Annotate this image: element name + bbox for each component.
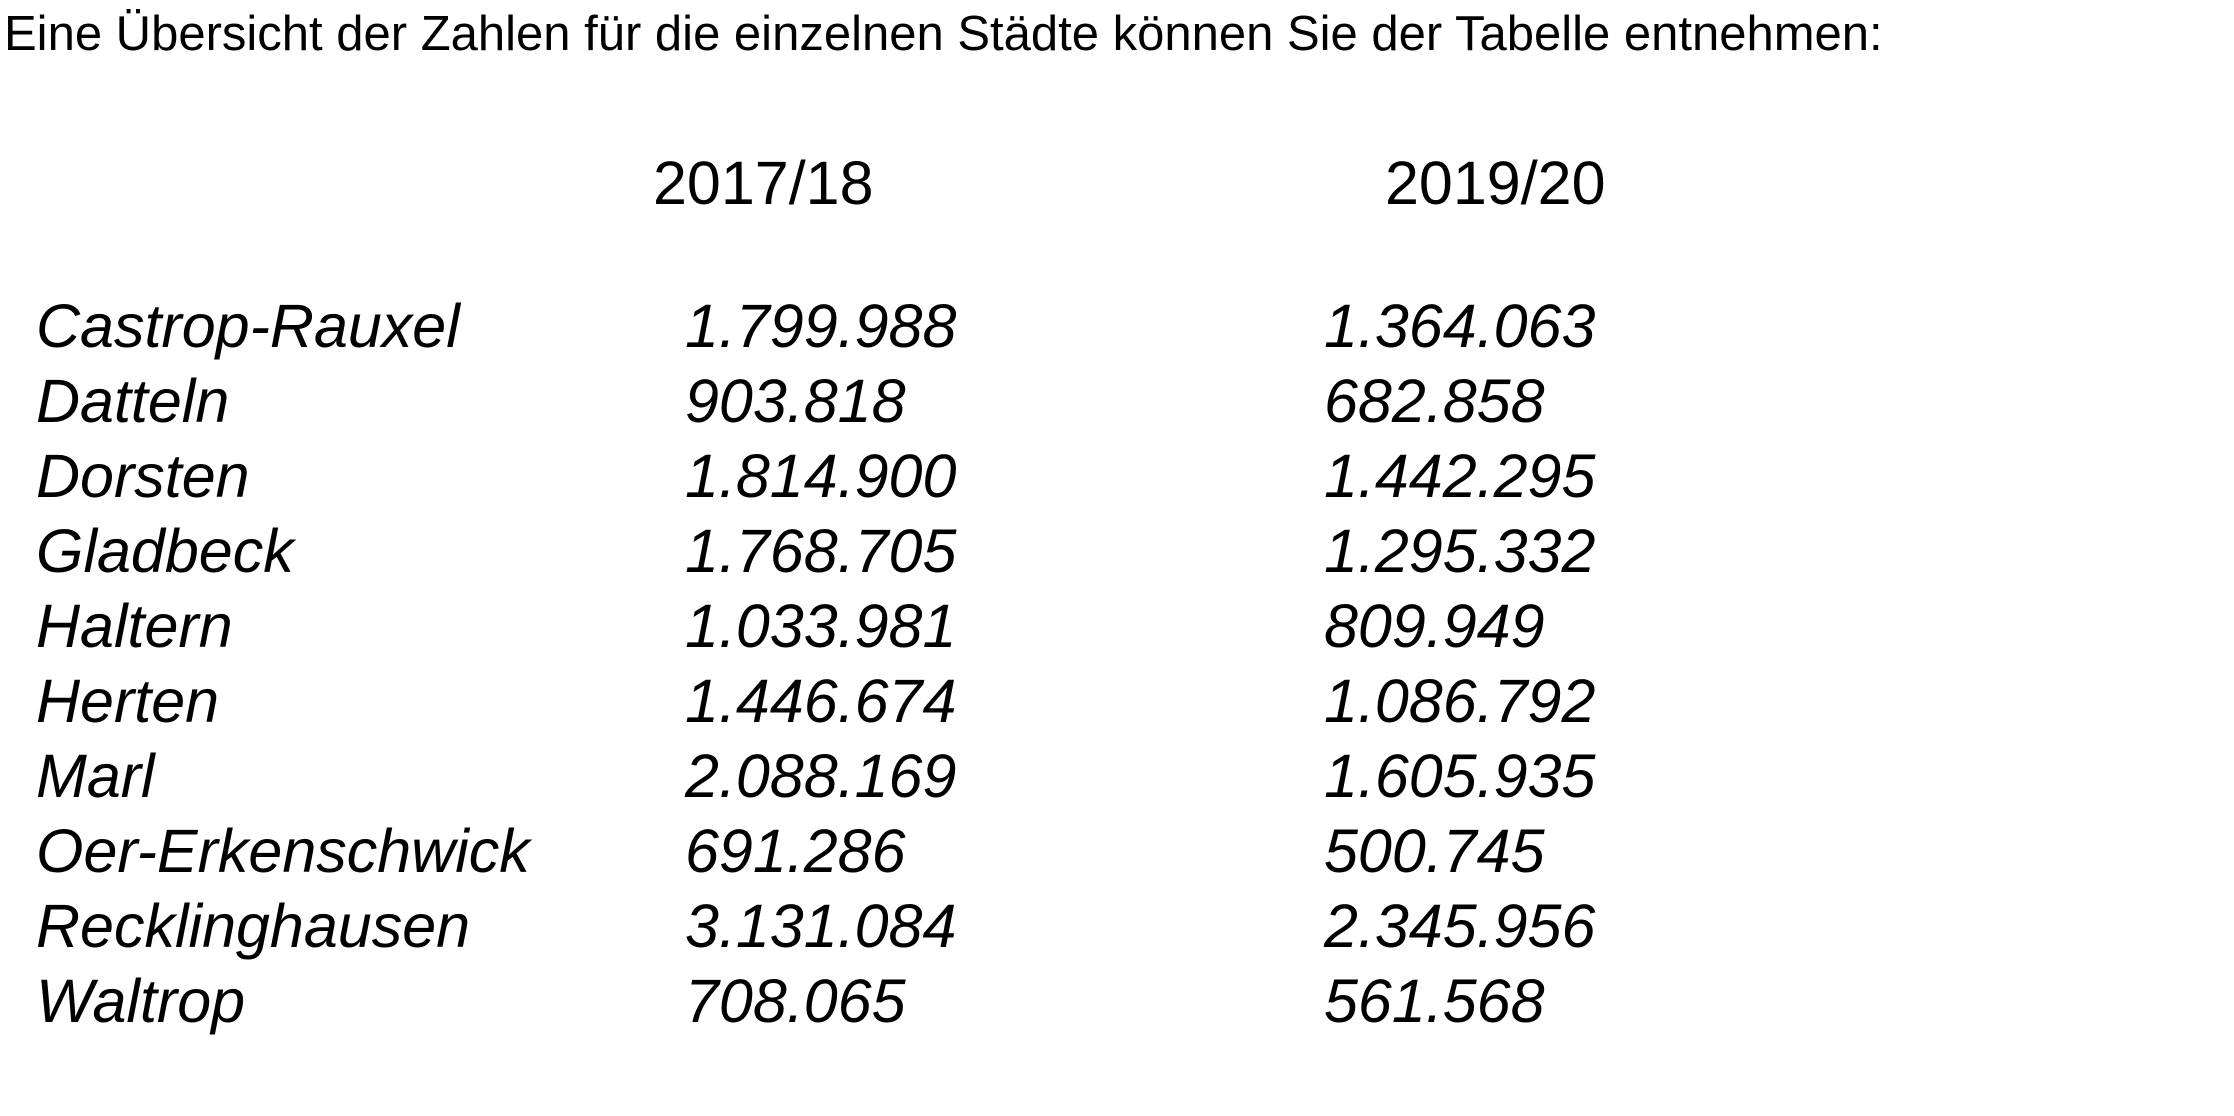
column-header-2017-18: 2017/18	[653, 149, 874, 217]
value-2017-18: 1.033.981	[685, 592, 957, 660]
value-2017-18: 3.131.084	[685, 892, 957, 960]
city-name: Marl	[36, 742, 155, 810]
column-header-2019-20: 2019/20	[1385, 149, 1606, 217]
city-name: Gladbeck	[36, 517, 294, 585]
value-2017-18: 1.446.674	[685, 667, 957, 735]
city-name: Oer-Erkenschwick	[36, 817, 530, 885]
value-2017-18: 1.768.705	[685, 517, 957, 585]
value-2017-18: 691.286	[685, 817, 906, 885]
value-2019-20: 2.345.956	[1324, 892, 1596, 960]
value-2019-20: 682.858	[1324, 367, 1545, 435]
value-2017-18: 708.065	[685, 967, 906, 1035]
value-2017-18: 903.818	[685, 367, 906, 435]
value-2017-18: 1.814.900	[685, 442, 957, 510]
intro-text: Eine Übersicht der Zahlen für die einzel…	[4, 7, 1883, 61]
city-name: Dorsten	[36, 442, 250, 510]
value-2017-18: 2.088.169	[685, 742, 957, 810]
value-2019-20: 1.442.295	[1324, 442, 1596, 510]
value-2019-20: 1.086.792	[1324, 667, 1596, 735]
city-name: Herten	[36, 667, 220, 735]
value-2019-20: 1.605.935	[1324, 742, 1596, 810]
value-2019-20: 561.568	[1324, 967, 1545, 1035]
value-2017-18: 1.799.988	[685, 292, 957, 360]
value-2019-20: 500.745	[1324, 817, 1545, 885]
value-2019-20: 1.364.063	[1324, 292, 1596, 360]
city-table: Castrop-Rauxel 1.799.988 1.364.063 Datte…	[36, 289, 1595, 1039]
city-name: Recklinghausen	[36, 892, 471, 960]
city-name: Datteln	[36, 367, 230, 435]
city-name: Haltern	[36, 592, 233, 660]
city-name: Waltrop	[36, 967, 246, 1035]
city-name: Castrop-Rauxel	[36, 292, 460, 360]
value-2019-20: 1.295.332	[1324, 517, 1596, 585]
value-2019-20: 809.949	[1324, 592, 1545, 660]
